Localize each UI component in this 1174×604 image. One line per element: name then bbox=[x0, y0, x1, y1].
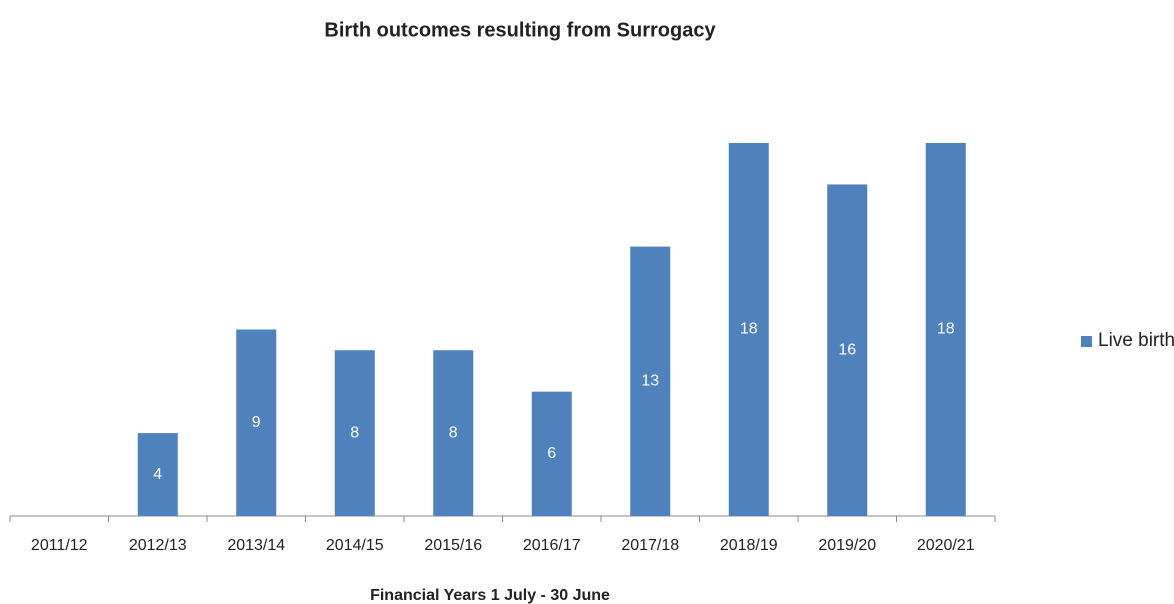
x-tick-label: 2013/14 bbox=[227, 537, 285, 554]
x-tick-label: 2019/20 bbox=[818, 537, 876, 554]
bar bbox=[531, 391, 572, 516]
data-label: 13 bbox=[641, 373, 659, 390]
x-tick-label: 2012/13 bbox=[129, 537, 187, 554]
bar bbox=[236, 329, 277, 516]
data-label: 8 bbox=[350, 424, 359, 441]
chart-title: Birth outcomes resulting from Surrogacy bbox=[324, 19, 716, 41]
x-axis-label: Financial Years 1 July - 30 June bbox=[370, 587, 610, 604]
x-tick-label: 2014/15 bbox=[326, 537, 384, 554]
data-label: 4 bbox=[153, 466, 162, 483]
bar bbox=[137, 433, 178, 516]
legend-swatch bbox=[1081, 336, 1092, 347]
bar bbox=[433, 350, 474, 516]
legend-label: Live birth bbox=[1098, 330, 1174, 351]
x-tick-label: 2016/17 bbox=[523, 537, 581, 554]
bar bbox=[827, 184, 868, 516]
bar bbox=[630, 246, 671, 516]
x-tick-label: 2011/12 bbox=[31, 537, 88, 554]
data-label: 18 bbox=[740, 321, 758, 338]
bar bbox=[728, 143, 769, 516]
x-tick-label: 2020/21 bbox=[917, 537, 975, 554]
x-tick-label: 2015/16 bbox=[424, 537, 482, 554]
data-label: 8 bbox=[449, 424, 458, 441]
bar bbox=[334, 350, 375, 516]
x-tick-label: 2018/19 bbox=[720, 537, 778, 554]
data-label: 16 bbox=[838, 341, 856, 358]
x-tick-label: 2017/18 bbox=[621, 537, 679, 554]
data-label: 9 bbox=[252, 414, 261, 431]
data-label: 6 bbox=[547, 445, 556, 462]
bar bbox=[925, 143, 966, 516]
data-label: 18 bbox=[937, 321, 955, 338]
